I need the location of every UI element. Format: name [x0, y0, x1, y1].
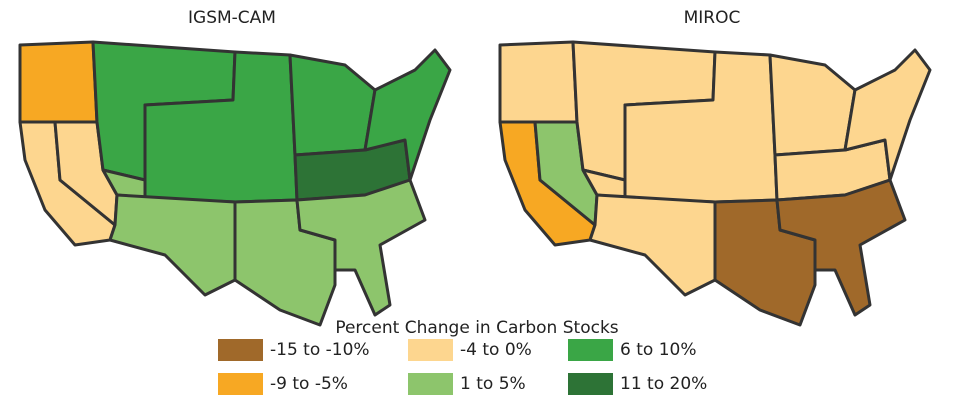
legend-swatch — [568, 339, 613, 361]
region — [363, 48, 452, 182]
legend-label: 1 to 5% — [460, 374, 526, 394]
region — [768, 53, 857, 157]
region — [588, 193, 717, 297]
legend-swatch — [568, 373, 613, 395]
legend-label: -15 to -10% — [270, 340, 370, 360]
map — [498, 40, 932, 327]
legend-label: -9 to -5% — [270, 374, 348, 394]
legend-swatch — [218, 339, 263, 361]
legend-label: 6 to 10% — [620, 340, 696, 360]
map-title: MIROC — [684, 8, 741, 28]
legend-label: 11 to 20% — [620, 374, 707, 394]
region — [295, 178, 427, 317]
legend-swatch — [218, 373, 263, 395]
legend-swatch — [408, 373, 453, 395]
region — [843, 48, 932, 182]
region — [18, 40, 99, 124]
region — [498, 40, 579, 124]
region — [288, 53, 377, 157]
map-title: IGSM-CAM — [188, 8, 276, 28]
legend-label: -4 to 0% — [460, 340, 532, 360]
legend-title: Percent Change in Carbon Stocks — [335, 318, 618, 338]
map — [18, 40, 452, 327]
region — [775, 178, 907, 317]
region — [108, 193, 237, 297]
legend-swatch — [408, 339, 453, 361]
